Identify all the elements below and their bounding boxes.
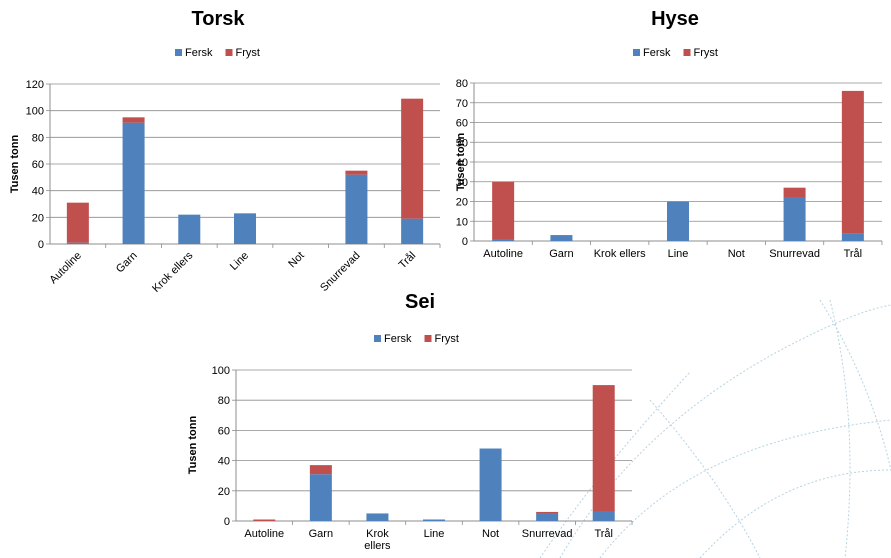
sei-x-tick-label: Garn	[309, 528, 333, 540]
sei-bar-fryst-0	[253, 519, 276, 521]
sei-bar-fryst-6	[592, 385, 615, 512]
sei-bar-fersk-1	[309, 474, 332, 521]
sei-bar-fersk-5	[536, 513, 559, 521]
hyse-legend-swatch-fersk	[633, 49, 640, 56]
torsk-y-tick-label: 120	[26, 79, 44, 91]
sei-x-tick-label: Not	[482, 528, 499, 540]
hyse-bar-fersk-0	[492, 239, 515, 241]
torsk-y-tick-label: 60	[32, 159, 44, 171]
hyse-y-tick-label: 70	[456, 98, 468, 110]
sei-bar-fryst-5	[536, 511, 559, 514]
hyse-x-tick-label: Trål	[844, 248, 863, 260]
torsk-bar-fersk-1	[122, 122, 145, 244]
torsk-legend-label-fryst: Fryst	[236, 47, 260, 59]
torsk-bar-fersk-0	[66, 242, 89, 244]
hyse-bar-fryst-5	[783, 187, 806, 198]
sei-legend-label-fryst: Fryst	[435, 333, 459, 345]
sei-y-tick-label: 60	[218, 425, 230, 437]
hyse-bar-fersk-3	[667, 201, 689, 241]
torsk-y-axis-label: Tusen tonn	[9, 135, 21, 194]
hyse-y-tick-label: 30	[456, 177, 468, 189]
hyse-legend-label-fersk: Fersk	[643, 47, 671, 59]
torsk-y-tick-label: 100	[26, 106, 44, 118]
torsk-title: Torsk	[192, 8, 246, 30]
hyse-x-tick-label: Garn	[549, 248, 573, 260]
sei-x-tick-label: Autoline	[244, 528, 284, 540]
watermark-arc	[829, 299, 851, 558]
hyse-legend-label-fryst: Fryst	[694, 47, 718, 59]
hyse-y-tick-label: 80	[456, 78, 468, 90]
hyse-bar-fryst-0	[492, 181, 515, 240]
hyse-bar-fersk-6	[841, 233, 864, 241]
torsk-bar-fryst-6	[401, 98, 424, 219]
hyse-y-tick-label: 10	[456, 216, 468, 228]
hyse-x-tick-label: Line	[668, 248, 689, 260]
torsk-bar-fryst-0	[66, 202, 89, 243]
sei-y-tick-label: 40	[218, 456, 230, 468]
sei-legend-swatch-fryst	[424, 335, 432, 342]
watermark-arc	[819, 299, 891, 471]
sei-y-tick-label: 100	[212, 365, 230, 377]
sei-y-tick-label: 80	[218, 395, 230, 407]
hyse-y-tick-label: 40	[456, 157, 468, 169]
sei-bar-fersk-6	[592, 511, 615, 521]
hyse-y-tick-label: 60	[456, 118, 468, 130]
sei-y-axis-label: Tusen tonn	[187, 416, 199, 475]
sei-legend-label-fersk: Fersk	[384, 333, 412, 345]
sei-legend-swatch-fersk	[374, 335, 381, 342]
hyse-x-tick-label: Snurrevad	[769, 248, 820, 260]
torsk-bar-fryst-1	[122, 117, 145, 123]
hyse-y-tick-label: 0	[462, 236, 468, 248]
sei-bar-fersk-3	[423, 519, 445, 521]
sei-y-tick-label: 0	[224, 516, 230, 528]
hyse-y-axis-label: Tusen tonn	[455, 133, 467, 192]
torsk-y-tick-label: 40	[32, 186, 44, 198]
torsk-bar-fersk-3	[234, 213, 256, 244]
hyse-x-tick-label: Not	[728, 248, 745, 260]
sei-y-tick-label: 20	[218, 486, 230, 498]
hyse-x-tick-label: Krok ellers	[594, 248, 646, 260]
torsk-legend-swatch-fersk	[175, 49, 182, 56]
torsk-y-tick-label: 0	[38, 239, 44, 251]
sei-title: Sei	[405, 291, 435, 313]
hyse-legend-swatch-fryst	[683, 49, 691, 56]
hyse-y-tick-label: 20	[456, 197, 468, 209]
torsk-bar-fryst-5	[345, 170, 368, 175]
sei-x-tick-label: Line	[424, 528, 445, 540]
sei-x-tick-label: Trål	[594, 528, 613, 540]
torsk-legend-swatch-fryst	[225, 49, 233, 56]
hyse-x-tick-label: Autoline	[483, 248, 523, 260]
sei-x-tick-label: Snurrevad	[522, 528, 573, 540]
torsk-bar-fersk-6	[401, 218, 424, 244]
hyse-y-tick-label: 50	[456, 137, 468, 149]
hyse-title: Hyse	[651, 8, 699, 30]
sei-bar-fryst-1	[309, 465, 332, 475]
torsk-bar-fersk-2	[178, 214, 201, 244]
hyse-bar-fersk-5	[783, 197, 806, 241]
hyse-bar-fryst-6	[841, 90, 864, 234]
watermark-arc	[649, 399, 761, 558]
sei-bar-fersk-2	[366, 513, 389, 521]
sei-x-tick-label: ellers	[364, 540, 391, 552]
watermark-arc	[599, 419, 891, 558]
hyse-bar-fersk-1	[550, 235, 573, 241]
sei-bar-fersk-4	[479, 448, 502, 521]
watermark-arc	[699, 469, 891, 558]
sei-x-tick-label: Krok	[366, 528, 389, 540]
torsk-y-tick-label: 80	[32, 132, 44, 144]
torsk-bar-fersk-5	[345, 174, 368, 244]
torsk-y-tick-label: 20	[32, 212, 44, 224]
watermark-arc	[559, 304, 891, 558]
torsk-legend-label-fersk: Fersk	[185, 47, 213, 59]
